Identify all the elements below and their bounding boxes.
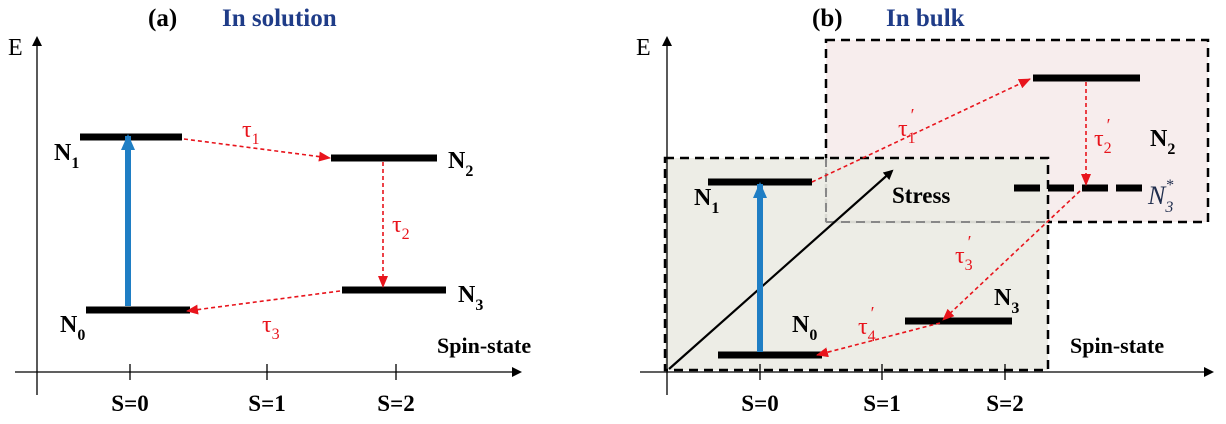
- panel-b-label-n3star: N* 3: [1147, 177, 1173, 216]
- panel-a-tick-label-s0: S=0: [111, 391, 148, 416]
- panel-b-x-axis-label: Spin-state: [1070, 333, 1164, 358]
- panel-b-label-n1: N1: [694, 185, 719, 217]
- stress-arrow: [668, 169, 894, 370]
- panel-b-arrow-tau4: [816, 322, 941, 358]
- panel-a-tau1: τ1: [242, 117, 260, 148]
- panel-a-y-axis-label: E: [8, 35, 23, 61]
- panel-b-label-n0: N0: [792, 312, 817, 344]
- panel-b-arrow-tau3: [942, 190, 1081, 321]
- panel-b-tick-label-s1: S=1: [863, 391, 900, 416]
- panel-b-tau1: τ1′: [898, 105, 916, 147]
- panel-b: (b) In bulk E Spin-state S=0 S=1 S=2 Str…: [636, 5, 1214, 416]
- panel-a: (a) In solution E Spin-state S=0 S=1 S=2…: [8, 5, 531, 416]
- panel-a-x-axis-label: Spin-state: [437, 333, 531, 358]
- panel-a-label: (a): [148, 5, 177, 32]
- panel-a-label-n1: N1: [54, 140, 79, 172]
- panel-b-title: In bulk: [886, 5, 965, 32]
- panel-a-tick-label-s2: S=2: [377, 391, 414, 416]
- panel-b-tick-label-s0: S=0: [741, 391, 778, 416]
- panel-a-arrow-tau1: [183, 138, 331, 162]
- panel-b-arrow-tau1: [811, 78, 1031, 183]
- panel-b-tick-label-s2: S=2: [986, 391, 1023, 416]
- panel-b-label: (b): [812, 5, 843, 32]
- panel-a-tau3: τ3: [262, 312, 280, 343]
- panel-a-tau2: τ2: [392, 212, 410, 243]
- panel-a-label-n3: N3: [458, 282, 483, 314]
- panel-a-tick-label-s1: S=1: [248, 391, 285, 416]
- panel-a-label-n2: N2: [448, 148, 473, 180]
- panel-a-label-n0: N0: [60, 312, 85, 344]
- panel-b-label-n2: N2: [1150, 126, 1175, 158]
- stress-label: Stress: [892, 183, 950, 208]
- panel-b-tau3: τ3′: [955, 232, 973, 274]
- panel-b-tau2: τ2′: [1094, 115, 1112, 157]
- panel-a-arrow-tau3: [186, 290, 341, 315]
- panel-b-y-axis-label: E: [636, 35, 651, 61]
- panel-b-label-n3: N3: [994, 285, 1019, 317]
- panel-a-title: In solution: [222, 5, 337, 32]
- bulk-box: [663, 156, 1050, 372]
- panel-b-tau4: τ4′: [858, 303, 876, 345]
